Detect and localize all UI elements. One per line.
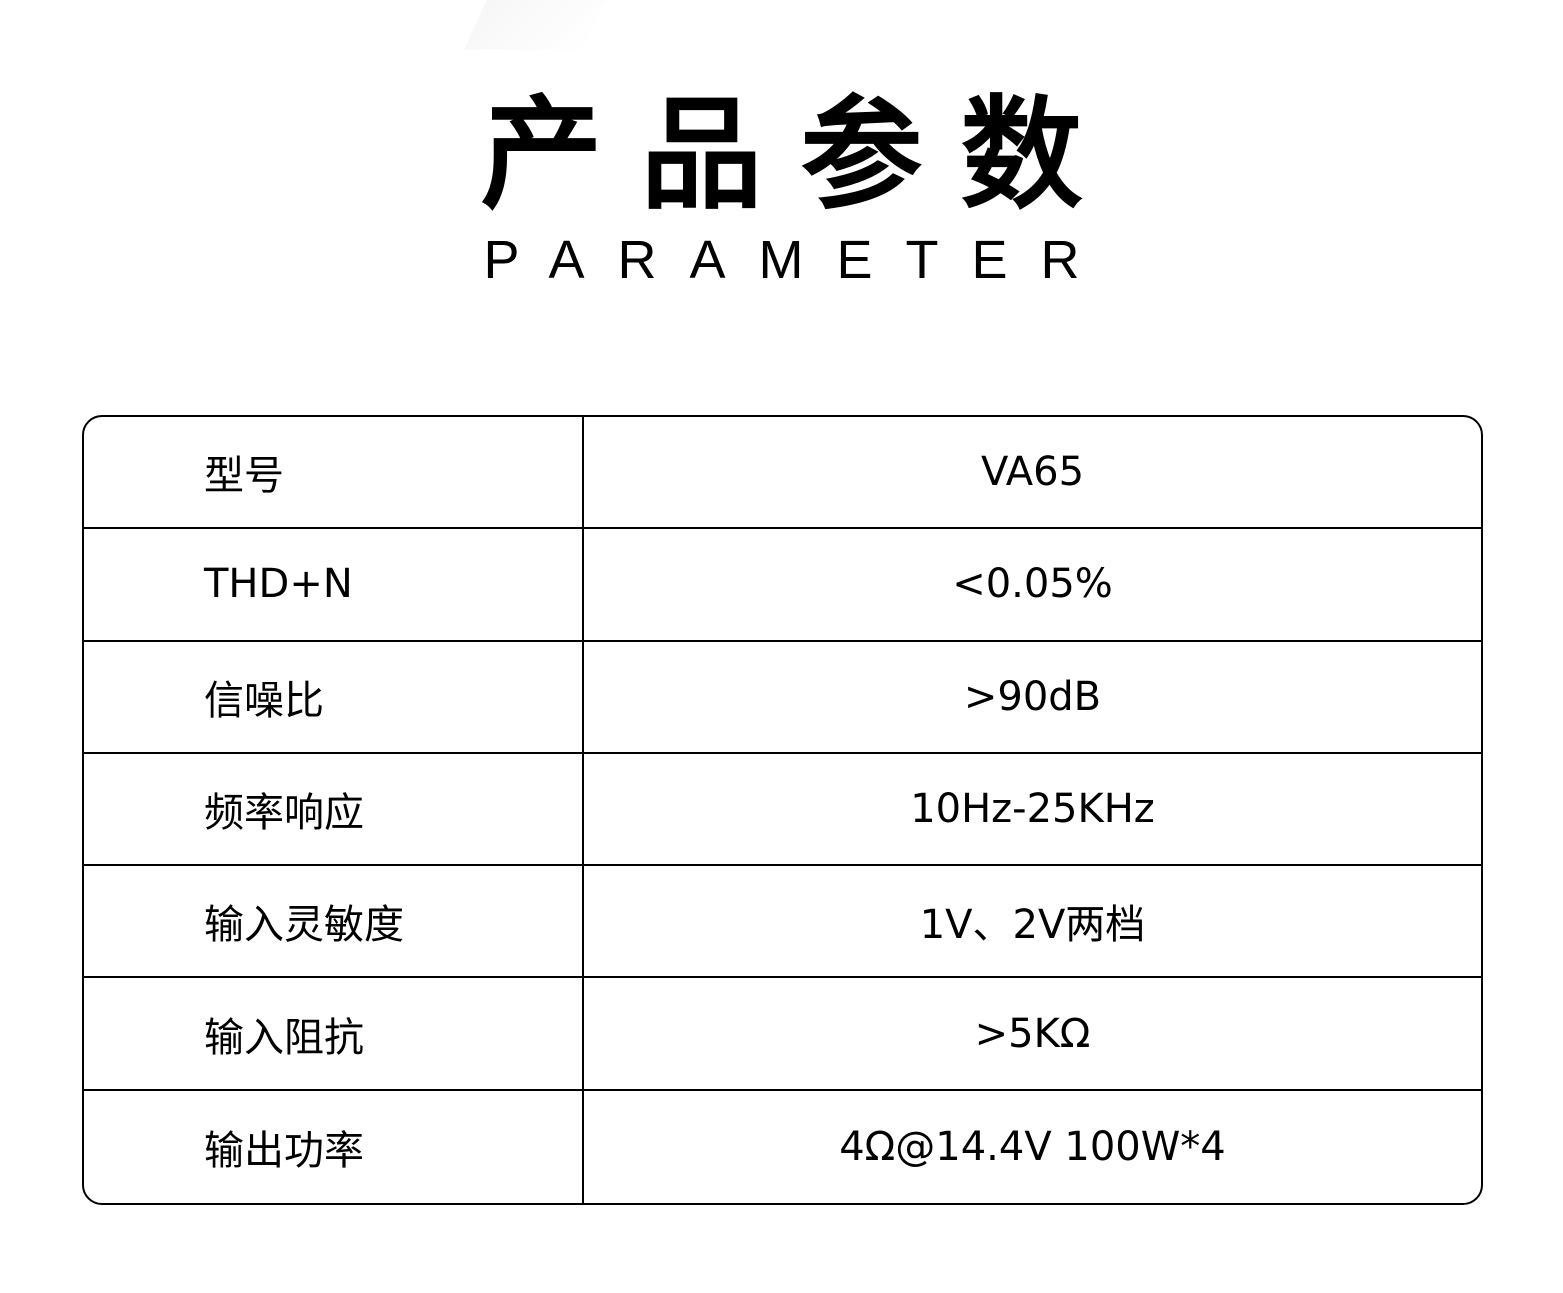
spec-value: 10Hz-25KHz — [910, 786, 1155, 833]
table-row: 型号 VA65 — [84, 417, 1481, 530]
spec-label: 信噪比 — [84, 641, 584, 752]
spec-value: <0.05% — [952, 561, 1113, 608]
table-row: 信噪比 >90dB — [84, 641, 1481, 754]
table-row: 输出功率 4Ω@14.4V 100W*4 — [84, 1090, 1481, 1203]
page-subtitle: PARAMETER — [483, 230, 1113, 290]
spec-label: 频率响应 — [84, 753, 584, 865]
spec-value: >90dB — [963, 673, 1102, 720]
spec-table: 型号 VA65 THD+N <0.05% 信噪比 >90dB 频率响应 10Hz-25K… — [82, 415, 1483, 1205]
table-row: 输入灵敏度 1V、2V两档 — [84, 866, 1481, 979]
table-row: THD+N <0.05% — [84, 529, 1481, 642]
spec-label: 型号 — [84, 417, 584, 528]
spec-label: THD+N — [84, 529, 584, 640]
page-title: 产品参数 — [480, 84, 1121, 226]
spec-label: 输出功率 — [84, 1090, 584, 1203]
spec-label: 输入灵敏度 — [84, 866, 584, 977]
spec-value: 4Ω@14.4V 100W*4 — [839, 1123, 1226, 1170]
spec-value: VA65 — [980, 449, 1085, 496]
spec-label: 输入阻抗 — [84, 978, 584, 1089]
spec-value: >5KΩ — [974, 1010, 1091, 1057]
spec-value: 1V、2V两档 — [919, 902, 1146, 949]
background-decoration — [463, 0, 617, 50]
table-row: 频率响应 10Hz-25KHz — [84, 753, 1481, 867]
table-row: 输入阻抗 >5KΩ — [84, 978, 1481, 1091]
